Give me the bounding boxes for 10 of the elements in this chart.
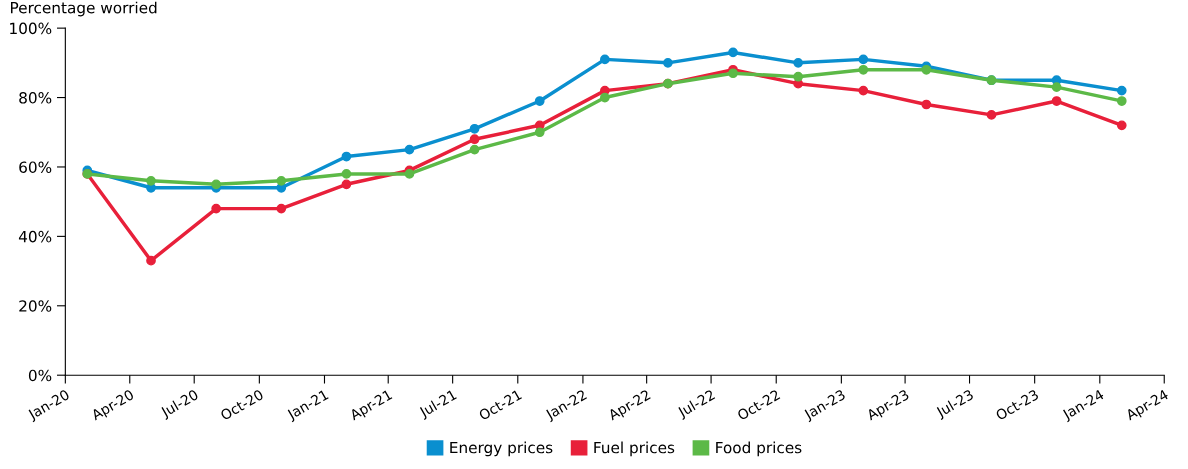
y-tick-label: 80%	[19, 92, 52, 104]
y-tick-label: 100%	[10, 22, 52, 35]
y-tick-label: 0%	[28, 369, 52, 382]
y-tick-label: 40%	[18, 230, 52, 243]
legend-label: Fuel prices	[594, 441, 675, 457]
legend-label: Energy prices	[450, 441, 553, 457]
y-tick-label: 20%	[19, 300, 52, 312]
y-tick-label: 60%	[19, 161, 52, 173]
legend-label: Food prices	[716, 441, 802, 457]
y-axis-title: Percentage worried	[11, 1, 157, 17]
